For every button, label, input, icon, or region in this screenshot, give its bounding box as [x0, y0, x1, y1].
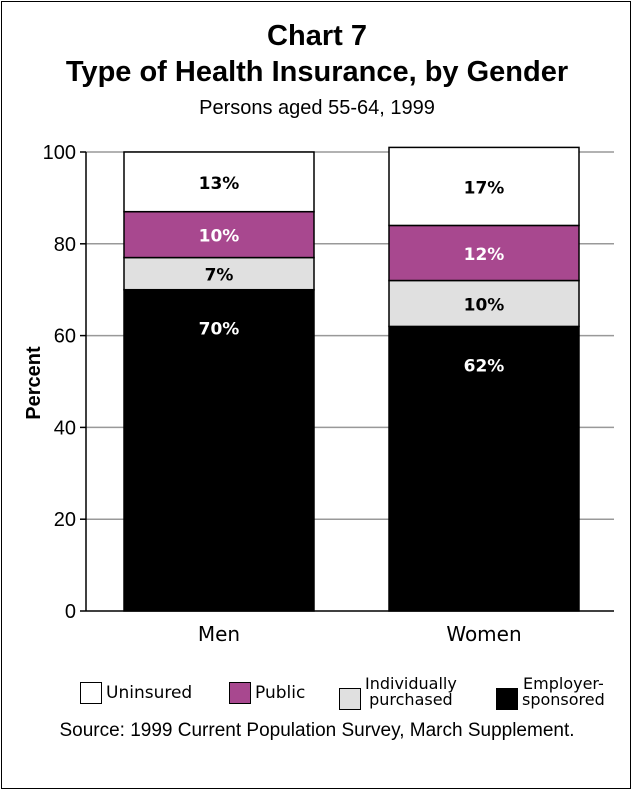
- legend-swatch-uninsured: [80, 682, 102, 704]
- legend-label-individual-line1: Individually: [365, 674, 457, 693]
- bar-segment: [123, 151, 315, 213]
- legend-item-public: Public: [229, 682, 305, 704]
- bar-segment: [123, 210, 315, 259]
- legend-item-employer-sponsored: Employer- sponsored: [496, 674, 605, 710]
- source-note: Source: 1999 Current Population Survey, …: [59, 720, 575, 741]
- data-label: 62%: [464, 356, 505, 376]
- y-tick-label: 80: [54, 234, 76, 256]
- bar-segment: [388, 146, 580, 227]
- x-tick-label: Women: [446, 622, 521, 646]
- legend-swatch-public: [229, 682, 251, 704]
- legend-label-individual: Individually purchased: [365, 676, 457, 708]
- chart-plot: 70% 7% 10% 13% 62% 10% 12% 17% 0 20 40 60 80 100 Men…: [23, 142, 614, 646]
- data-label: 10%: [199, 227, 240, 247]
- chart-subtitle: Persons aged 55-64, 1999: [199, 97, 435, 119]
- legend-item-uninsured: Uninsured: [80, 682, 192, 704]
- bar-segment: [123, 256, 315, 291]
- bar-segment: [123, 288, 315, 612]
- y-tick-label: 60: [54, 326, 76, 348]
- y-tick-label: 20: [54, 509, 76, 531]
- bars: 70% 7% 10% 13% 62% 10% 12% 17%: [123, 146, 580, 612]
- y-tick-label: 0: [65, 601, 76, 623]
- legend-label-public: Public: [255, 682, 306, 703]
- x-tick-label: Men: [198, 622, 240, 646]
- y-tick-label: 40: [54, 417, 76, 439]
- legend-label-employer-line1: Employer-: [523, 674, 604, 693]
- data-label: 13%: [199, 174, 240, 194]
- chart-title-line2: Type of Health Insurance, by Gender: [65, 56, 569, 88]
- legend-item-individually-purchased: Individually purchased: [339, 674, 457, 710]
- legend-label-uninsured: Uninsured: [106, 682, 193, 703]
- legend-swatch-individual: [339, 688, 361, 710]
- legend-label-employer-line2: sponsored: [522, 690, 605, 709]
- data-label: 10%: [464, 295, 505, 315]
- data-label: 12%: [464, 245, 505, 265]
- data-label: 7%: [205, 266, 234, 286]
- legend-label-employer: Employer- sponsored: [522, 676, 605, 708]
- axes: [80, 151, 614, 612]
- y-axis-label: Percent: [23, 346, 45, 420]
- x-tick-labels: Men Women: [198, 622, 522, 646]
- legend-swatch-employer: [496, 688, 518, 710]
- legend-label-individual-line2: purchased: [369, 690, 453, 709]
- data-label: 17%: [464, 178, 505, 198]
- y-tick-labels: 0 20 40 60 80 100: [43, 142, 76, 623]
- legend: Uninsured Public Individually purchased …: [0, 672, 634, 716]
- chart-title: Chart 7: [267, 20, 367, 52]
- bar-segment: [388, 325, 580, 612]
- y-tick-label: 100: [43, 142, 76, 164]
- bar-segment: [388, 279, 580, 328]
- data-label: 70%: [199, 320, 240, 340]
